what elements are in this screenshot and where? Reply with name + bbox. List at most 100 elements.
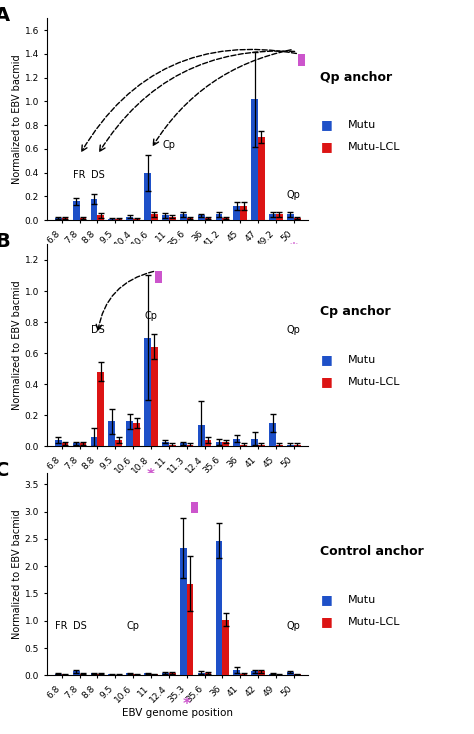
Bar xyxy=(127,217,133,220)
Bar xyxy=(187,445,193,446)
Bar xyxy=(222,619,229,675)
Bar xyxy=(55,674,62,675)
Bar xyxy=(115,219,122,220)
Bar xyxy=(198,672,205,675)
Bar xyxy=(115,440,122,446)
Bar xyxy=(240,445,247,446)
Text: ■: ■ xyxy=(321,593,333,606)
Text: A: A xyxy=(0,7,10,25)
Text: Control anchor: Control anchor xyxy=(320,545,424,559)
Text: ■: ■ xyxy=(321,140,333,153)
Text: ■: ■ xyxy=(321,615,333,628)
Bar xyxy=(97,371,104,446)
Bar xyxy=(294,218,301,220)
Text: Mutu: Mutu xyxy=(347,120,376,130)
Bar xyxy=(91,673,97,675)
Bar xyxy=(73,672,80,675)
Bar xyxy=(191,502,198,513)
Bar xyxy=(55,218,62,220)
Text: *: * xyxy=(182,697,191,713)
Bar xyxy=(109,421,115,446)
Bar xyxy=(251,99,258,220)
Text: DS: DS xyxy=(91,325,104,335)
Bar xyxy=(151,214,158,220)
Bar xyxy=(276,445,283,446)
Text: Qp anchor: Qp anchor xyxy=(320,70,392,84)
Text: Mutu-LCL: Mutu-LCL xyxy=(347,617,400,627)
Bar xyxy=(198,424,205,446)
Bar xyxy=(180,548,187,675)
Bar xyxy=(205,673,211,675)
Bar xyxy=(298,54,305,66)
Bar xyxy=(251,438,258,446)
Bar xyxy=(144,172,151,220)
Bar xyxy=(80,218,86,220)
Bar xyxy=(91,199,97,220)
Text: ■: ■ xyxy=(321,375,333,388)
Bar xyxy=(91,437,97,446)
Text: ■: ■ xyxy=(321,118,333,131)
Text: Cp: Cp xyxy=(127,621,140,631)
Bar xyxy=(169,445,175,446)
Bar xyxy=(133,423,140,446)
Text: Mutu: Mutu xyxy=(347,355,376,365)
Bar xyxy=(169,217,175,220)
Text: Mutu: Mutu xyxy=(347,595,376,605)
Bar xyxy=(73,201,80,220)
Bar xyxy=(80,674,86,675)
Bar xyxy=(234,670,240,675)
Bar xyxy=(258,672,265,675)
Y-axis label: Normalized to EBV bacmid: Normalized to EBV bacmid xyxy=(12,54,22,184)
Bar xyxy=(162,216,169,220)
Y-axis label: Normalized to EBV bacmid: Normalized to EBV bacmid xyxy=(12,509,22,639)
Bar xyxy=(162,442,169,446)
Bar xyxy=(205,218,211,220)
Text: Qp: Qp xyxy=(287,621,301,631)
Text: C: C xyxy=(0,461,9,480)
Text: Cp: Cp xyxy=(162,139,175,150)
Text: Cp anchor: Cp anchor xyxy=(320,305,391,319)
Text: ■: ■ xyxy=(321,353,333,366)
Bar xyxy=(144,338,151,446)
Bar xyxy=(294,445,301,446)
Bar xyxy=(73,443,80,446)
Bar xyxy=(276,214,283,220)
Bar xyxy=(269,423,276,446)
Bar xyxy=(55,440,62,446)
Bar xyxy=(180,443,187,446)
Text: *: * xyxy=(290,242,298,258)
Bar xyxy=(269,674,276,675)
Bar xyxy=(109,219,115,220)
Bar xyxy=(222,442,229,446)
Bar xyxy=(151,347,158,446)
X-axis label: EBV genome position: EBV genome position xyxy=(122,708,233,719)
Text: FR: FR xyxy=(73,170,86,180)
Bar xyxy=(240,206,247,220)
Text: Mutu-LCL: Mutu-LCL xyxy=(347,377,400,387)
Bar xyxy=(198,216,205,220)
Bar xyxy=(97,674,104,675)
Bar xyxy=(234,206,240,220)
Bar xyxy=(80,443,86,446)
X-axis label: EBV genome position: EBV genome position xyxy=(122,479,233,490)
Bar xyxy=(187,584,193,675)
Bar xyxy=(269,214,276,220)
Bar xyxy=(287,672,294,675)
Text: Cp: Cp xyxy=(145,311,157,321)
Bar xyxy=(258,137,265,220)
Text: Qp: Qp xyxy=(287,325,301,335)
Bar xyxy=(127,421,133,446)
Y-axis label: Normalized to EBV bacmid: Normalized to EBV bacmid xyxy=(12,280,22,410)
Bar xyxy=(180,214,187,220)
X-axis label: EBV genome position: EBV genome position xyxy=(122,253,233,264)
Bar xyxy=(169,673,175,675)
Bar xyxy=(216,214,222,220)
Bar xyxy=(287,214,294,220)
Text: Qp: Qp xyxy=(287,190,301,200)
Bar xyxy=(162,673,169,675)
Text: DS: DS xyxy=(91,170,104,180)
Text: Mutu-LCL: Mutu-LCL xyxy=(347,142,400,152)
Bar xyxy=(216,442,222,446)
Text: *: * xyxy=(147,468,155,484)
Bar xyxy=(287,445,294,446)
